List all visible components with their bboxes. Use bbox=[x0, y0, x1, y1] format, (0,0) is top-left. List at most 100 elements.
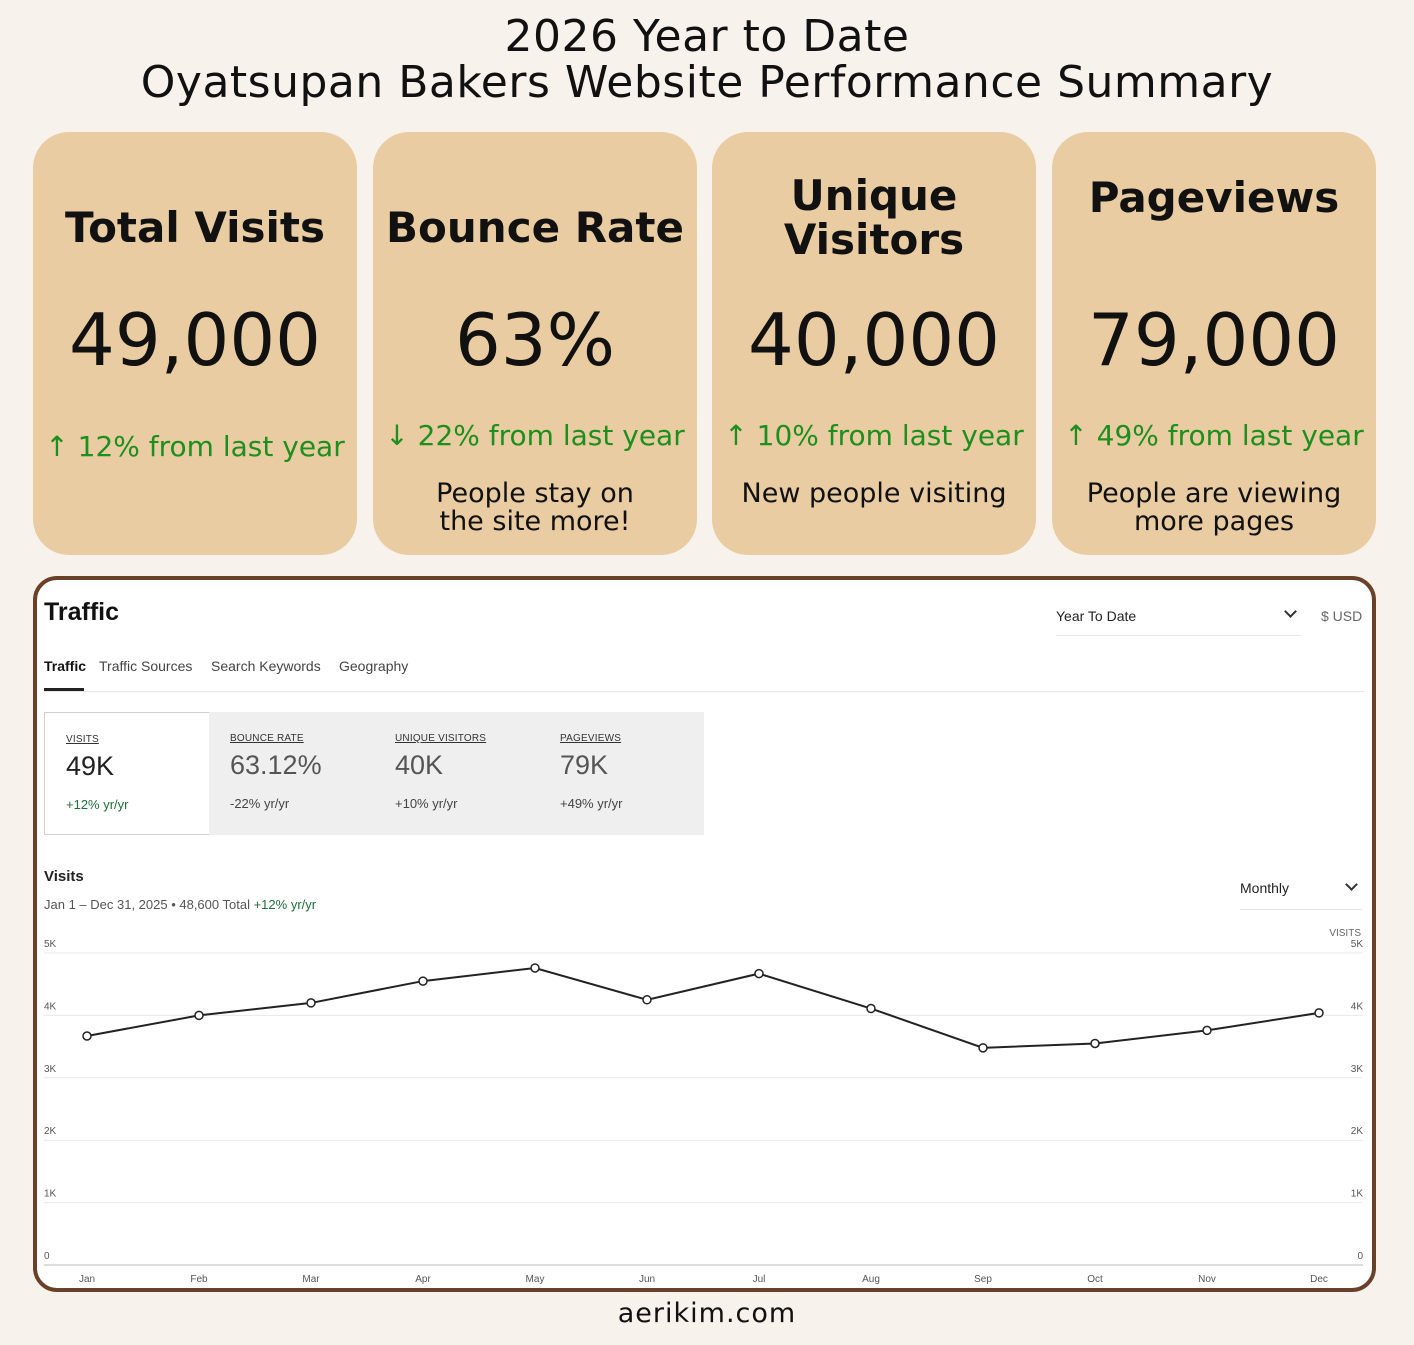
card-value: 40,000 bbox=[748, 298, 1000, 382]
date-range-summary: Jan 1 – Dec 31, 2025 • 48,600 Total bbox=[44, 897, 250, 912]
card-change: ↓ 22% from last year bbox=[385, 419, 685, 452]
metric-unique-visitors[interactable]: UNIQUE VISITORS 40K +10% yr/yr bbox=[374, 712, 539, 835]
metric-tiles: VISITS 49K +12% yr/yr BOUNCE RATE 63.12%… bbox=[44, 712, 704, 835]
tab-geography[interactable]: Geography bbox=[339, 658, 409, 674]
card-note-line: more pages bbox=[1133, 506, 1295, 537]
active-tab-indicator bbox=[44, 688, 84, 691]
page-title: 2026 Year to Date Oyatsupan Bakers Websi… bbox=[0, 14, 1414, 106]
title-line-1: 2026 Year to Date bbox=[504, 11, 910, 62]
card-value: 49,000 bbox=[69, 298, 321, 382]
data-point bbox=[978, 1043, 988, 1053]
metric-change: -22% yr/yr bbox=[230, 796, 290, 811]
date-range-value: Year To Date bbox=[1056, 608, 1137, 624]
data-point bbox=[866, 1003, 876, 1014]
x-tick-label: May bbox=[526, 1274, 545, 1285]
yoy-change: +12% yr/yr bbox=[253, 897, 317, 912]
card-note-line: the site more! bbox=[439, 506, 631, 537]
metric-label: UNIQUE VISITORS bbox=[395, 733, 487, 744]
y-tick-label-left: 0 bbox=[44, 1251, 50, 1262]
metric-bounce-rate[interactable]: BOUNCE RATE 63.12% -22% yr/yr bbox=[209, 712, 374, 835]
metric-change: +49% yr/yr bbox=[560, 796, 623, 811]
data-point bbox=[418, 976, 428, 986]
chart-section-subtitle: Jan 1 – Dec 31, 2025 • 48,600 Total +12%… bbox=[44, 897, 316, 912]
card-bounce-rate: Bounce Rate 63% ↓ 22% from last year Peo… bbox=[373, 132, 697, 555]
y-tick-label-left: 2K bbox=[44, 1126, 57, 1137]
x-tick-label: Jan bbox=[79, 1274, 95, 1285]
metric-value: 79K bbox=[560, 750, 609, 780]
card-title-line: Visitors bbox=[783, 215, 965, 264]
tab-bar: Traffic Traffic Sources Search Keywords … bbox=[44, 654, 1364, 692]
card-title: Pageviews bbox=[1088, 173, 1340, 222]
x-tick-label: Sep bbox=[974, 1274, 992, 1285]
x-tick-label: Mar bbox=[302, 1274, 320, 1285]
visits-line-chart: VISITS 0 0 1K 1K 2K 2K 3K 3K 4K 4K 5K 5K Jan Feb Mar Apr… bbox=[44, 928, 1364, 1285]
title-line-2: Oyatsupan Bakers Website Performance Sum… bbox=[140, 57, 1274, 108]
card-title: Unique Visitors bbox=[712, 174, 1036, 262]
series-line-visits bbox=[86, 966, 1320, 1049]
x-tick-label: Jun bbox=[639, 1274, 655, 1285]
chart-section-title: Visits bbox=[44, 868, 84, 885]
y-tick-label-right: 4K bbox=[1351, 1001, 1364, 1012]
metric-visits[interactable]: VISITS 49K +12% yr/yr bbox=[44, 712, 209, 835]
card-change: ↑ 10% from last year bbox=[724, 419, 1024, 452]
y-tick-label-left: 3K bbox=[44, 1064, 57, 1075]
y-tick-label-right: 5K bbox=[1351, 939, 1364, 950]
tab-traffic-sources[interactable]: Traffic Sources bbox=[99, 658, 193, 674]
data-point bbox=[194, 1010, 204, 1021]
y-tick-label-left: 4K bbox=[44, 1001, 57, 1012]
tab-search-keywords[interactable]: Search Keywords bbox=[211, 658, 321, 674]
metric-value: 49K bbox=[66, 751, 115, 781]
footer-site: aerikim.com bbox=[617, 1298, 797, 1329]
card-note-line: People stay on bbox=[436, 478, 634, 509]
data-point bbox=[306, 998, 316, 1008]
x-tick-label: Dec bbox=[1310, 1274, 1328, 1285]
metric-value: 63.12% bbox=[230, 750, 322, 780]
card-change: ↑ 49% from last year bbox=[1064, 419, 1364, 452]
tab-traffic[interactable]: Traffic bbox=[44, 658, 87, 674]
y-tick-label-left: 1K bbox=[44, 1189, 57, 1200]
card-title: Total Visits bbox=[65, 203, 325, 252]
card-change: ↑ 12% from last year bbox=[45, 430, 345, 463]
y-tick-label-right: 2K bbox=[1351, 1126, 1364, 1137]
x-tick-label: Apr bbox=[415, 1274, 431, 1285]
chevron-down-icon bbox=[1284, 605, 1297, 618]
card-value: 63% bbox=[454, 298, 616, 382]
card-note-line: New people visiting bbox=[741, 478, 1007, 509]
metric-pageviews[interactable]: PAGEVIEWS 79K +49% yr/yr bbox=[539, 712, 704, 835]
x-tick-label: Jul bbox=[753, 1274, 766, 1285]
card-title-line: Unique bbox=[790, 171, 958, 220]
card-value: 79,000 bbox=[1088, 298, 1340, 382]
data-point bbox=[1090, 1038, 1100, 1049]
metric-label: VISITS bbox=[66, 734, 99, 745]
card-unique-visitors: Unique Visitors 40,000 ↑ 10% from last y… bbox=[712, 132, 1036, 555]
data-point bbox=[754, 968, 764, 979]
card-note: People are viewing more pages bbox=[1052, 480, 1376, 536]
metric-change: +12% yr/yr bbox=[66, 797, 129, 812]
period-value: Monthly bbox=[1240, 880, 1290, 896]
y-tick-label-right: 3K bbox=[1351, 1064, 1364, 1075]
date-range-select[interactable]: Year To Date bbox=[1056, 602, 1301, 636]
data-point bbox=[1314, 1008, 1324, 1018]
card-total-visits: Total Visits 49,000 ↑ 12% from last year bbox=[33, 132, 357, 555]
period-select[interactable]: Monthly bbox=[1240, 876, 1362, 910]
x-tick-label: Nov bbox=[1198, 1274, 1216, 1285]
x-tick-label: Feb bbox=[190, 1274, 208, 1285]
metric-label: BOUNCE RATE bbox=[230, 733, 304, 744]
metric-label: PAGEVIEWS bbox=[560, 733, 622, 744]
y-axis-series-label: VISITS bbox=[1329, 928, 1361, 939]
card-title: Bounce Rate bbox=[386, 203, 684, 252]
metric-value: 40K bbox=[395, 750, 444, 780]
card-note: New people visiting bbox=[712, 480, 1036, 508]
card-note: People stay on the site more! bbox=[373, 480, 697, 536]
data-point bbox=[82, 1031, 92, 1041]
y-tick-label-left: 5K bbox=[44, 939, 57, 950]
chevron-down-icon bbox=[1345, 878, 1358, 891]
y-tick-label-right: 1K bbox=[1351, 1189, 1364, 1200]
card-pageviews: Pageviews 79,000 ↑ 49% from last year Pe… bbox=[1052, 132, 1376, 555]
x-tick-label: Aug bbox=[862, 1274, 880, 1285]
data-point bbox=[1202, 1025, 1212, 1036]
data-point bbox=[642, 995, 652, 1005]
currency-label: $ USD bbox=[1321, 608, 1363, 624]
data-point bbox=[530, 963, 540, 973]
metric-change: +10% yr/yr bbox=[395, 796, 458, 811]
